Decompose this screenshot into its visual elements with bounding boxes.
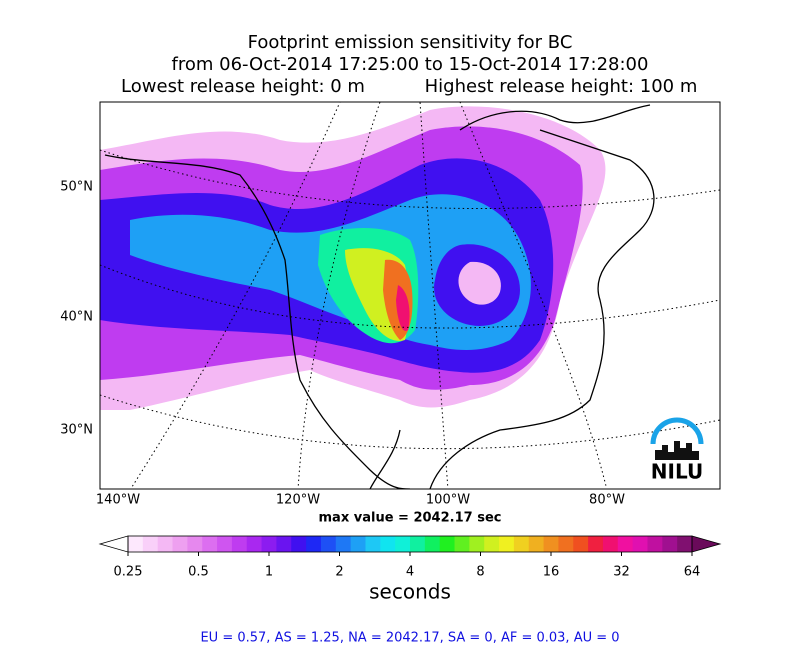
colorbar-segment xyxy=(291,536,307,552)
lon-label: 80°W xyxy=(589,493,625,508)
colorbar-tick-label: 1 xyxy=(265,565,273,580)
lon-label: 140°W xyxy=(96,493,140,508)
colorbar-segment xyxy=(573,536,589,552)
colorbar-segment xyxy=(157,536,174,552)
colorbar-segment xyxy=(306,536,322,552)
lat-label: 40°N xyxy=(60,310,93,325)
map xyxy=(100,102,720,489)
colorbar-over xyxy=(691,535,722,553)
map-frame xyxy=(99,101,721,490)
colorbar-segment xyxy=(320,536,337,552)
colorbar-label: seconds xyxy=(369,580,451,604)
title-line: from 06-Oct-2014 17:25:00 to 15-Oct-2014… xyxy=(172,54,649,75)
title-line: Footprint emission sensitivity for BC xyxy=(248,32,573,53)
logo: NILU xyxy=(650,417,704,484)
colorbar-segment xyxy=(410,536,426,552)
colorbar-under xyxy=(98,535,129,553)
colorbar-segment xyxy=(528,536,545,552)
colorbar-tick-label: 64 xyxy=(684,565,701,580)
colorbar-segment xyxy=(202,536,218,552)
colorbar-segment xyxy=(365,536,381,552)
colorbar-segment xyxy=(395,536,411,552)
colorbar-tick-label: 0.25 xyxy=(114,565,143,580)
logo-text: NILU xyxy=(651,460,703,484)
colorbar-segment xyxy=(439,536,456,552)
colorbar-segment xyxy=(172,536,188,552)
colorbar-segment xyxy=(543,536,559,552)
colorbar-segment xyxy=(350,536,366,552)
colorbar-segment xyxy=(128,536,144,552)
colorbar-tick-label: 16 xyxy=(543,565,560,580)
colorbar-tick-label: 2 xyxy=(335,565,343,580)
colorbar-tick-label: 8 xyxy=(476,565,484,580)
region-summary: EU = 0.57, AS = 1.25, NA = 2042.17, SA =… xyxy=(200,631,619,646)
lat-label: 50°N xyxy=(60,180,93,195)
colorbar-segment xyxy=(617,536,634,552)
release-height: Lowest release height: 0 m xyxy=(121,76,365,97)
colorbar-segment xyxy=(484,536,500,552)
colorbar-segment xyxy=(246,536,263,552)
colorbar-segment xyxy=(217,536,233,552)
max-value: max value = 2042.17 sec xyxy=(319,511,502,526)
colorbar-segment xyxy=(677,536,693,552)
colorbar-segment xyxy=(142,536,159,552)
colorbar-segment xyxy=(380,536,396,552)
colorbar-segment xyxy=(558,536,574,552)
colorbar-segment xyxy=(187,536,203,552)
colorbar-segment xyxy=(424,536,441,552)
lon-label: 120°W xyxy=(276,493,320,508)
colorbar-segment xyxy=(231,536,248,552)
lon-label: 100°W xyxy=(426,493,470,508)
colorbar-segment xyxy=(335,536,352,552)
colorbar-segment xyxy=(632,536,648,552)
lat-label: 30°N xyxy=(60,423,93,438)
colorbar-segment xyxy=(602,536,619,552)
colorbar-tick-label: 32 xyxy=(613,565,630,580)
colorbar-segment xyxy=(469,536,485,552)
release-height: Highest release height: 100 m xyxy=(425,76,698,97)
colorbar-tick-label: 0.5 xyxy=(188,565,209,580)
colorbar-segment xyxy=(454,536,470,552)
colorbar-segment xyxy=(261,536,277,552)
colorbar-segment xyxy=(276,536,292,552)
colorbar-segment xyxy=(647,536,663,552)
colorbar-segment xyxy=(662,536,678,552)
colorbar-segment xyxy=(499,536,515,552)
colorbar-segment xyxy=(588,536,604,552)
colorbar-tick-label: 4 xyxy=(406,565,414,580)
colorbar-segment xyxy=(513,536,530,552)
